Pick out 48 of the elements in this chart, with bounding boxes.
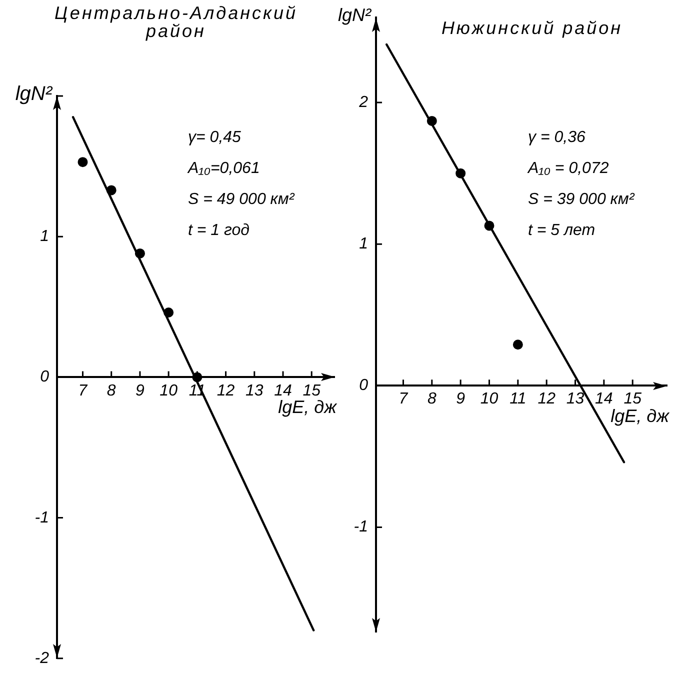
y-tick-label: -2 [34, 650, 50, 667]
annotation: γ = 0,36 [528, 128, 586, 148]
y-tick-label: 0 [40, 368, 50, 386]
x-tick-label: 13 [566, 390, 584, 408]
y-tick-label: -1 [34, 509, 49, 526]
x-tick-label: 14 [274, 382, 292, 400]
x-tick-label: 7 [398, 390, 409, 408]
point [134, 248, 145, 258]
annotation: S = 39 000 км² [528, 190, 634, 210]
x-tick-label: 8 [106, 382, 116, 400]
x-tick-label: 10 [480, 390, 498, 408]
x-tick-label: 13 [246, 382, 264, 400]
x-tick-label: 12 [538, 390, 556, 408]
point [456, 168, 466, 178]
point [164, 308, 174, 318]
x-tick-label: 7 [78, 382, 88, 400]
x-tick-label: 15 [624, 390, 642, 408]
x-tick-label: 14 [595, 390, 613, 408]
x-tick-label: 8 [427, 390, 436, 408]
y-tick-label: 2 [358, 94, 368, 111]
y-axis-title: lgN² [338, 4, 371, 26]
y-axis-title: lgN² [15, 83, 52, 106]
annotation: A₁₀=0,061 [188, 159, 261, 179]
annotation: t = 1 год [188, 221, 250, 241]
point [106, 185, 116, 196]
y-tick-label: -1 [354, 518, 368, 536]
point [78, 157, 88, 168]
point [192, 372, 202, 382]
chart-title: Нюжинский район [440, 18, 624, 38]
x-tick-label: 11 [510, 390, 526, 408]
annotation: A₁₀ = 0,072 [528, 159, 610, 179]
annotation: γ= 0,45 [188, 128, 242, 148]
x-tick-label: 10 [160, 382, 178, 400]
y-tick-label: 1 [359, 236, 368, 253]
point [512, 340, 523, 350]
point [426, 116, 437, 126]
x-tick-label: 9 [456, 390, 466, 408]
x-axis-title: lgE, дж [610, 406, 669, 427]
x-axis-title: lgE, дж [278, 397, 336, 418]
point [484, 220, 494, 231]
x-tick-label: 9 [136, 382, 145, 400]
x-tick-label: 12 [216, 382, 235, 400]
annotation: t = 5 лет [528, 221, 596, 241]
y-tick-label: 1 [40, 228, 49, 246]
annotation: S = 49 000 км² [188, 190, 294, 210]
x-tick-label: 15 [302, 382, 321, 400]
chart-title: Центрально-Алданский район [53, 3, 299, 41]
y-tick-label: 0 [359, 377, 368, 394]
